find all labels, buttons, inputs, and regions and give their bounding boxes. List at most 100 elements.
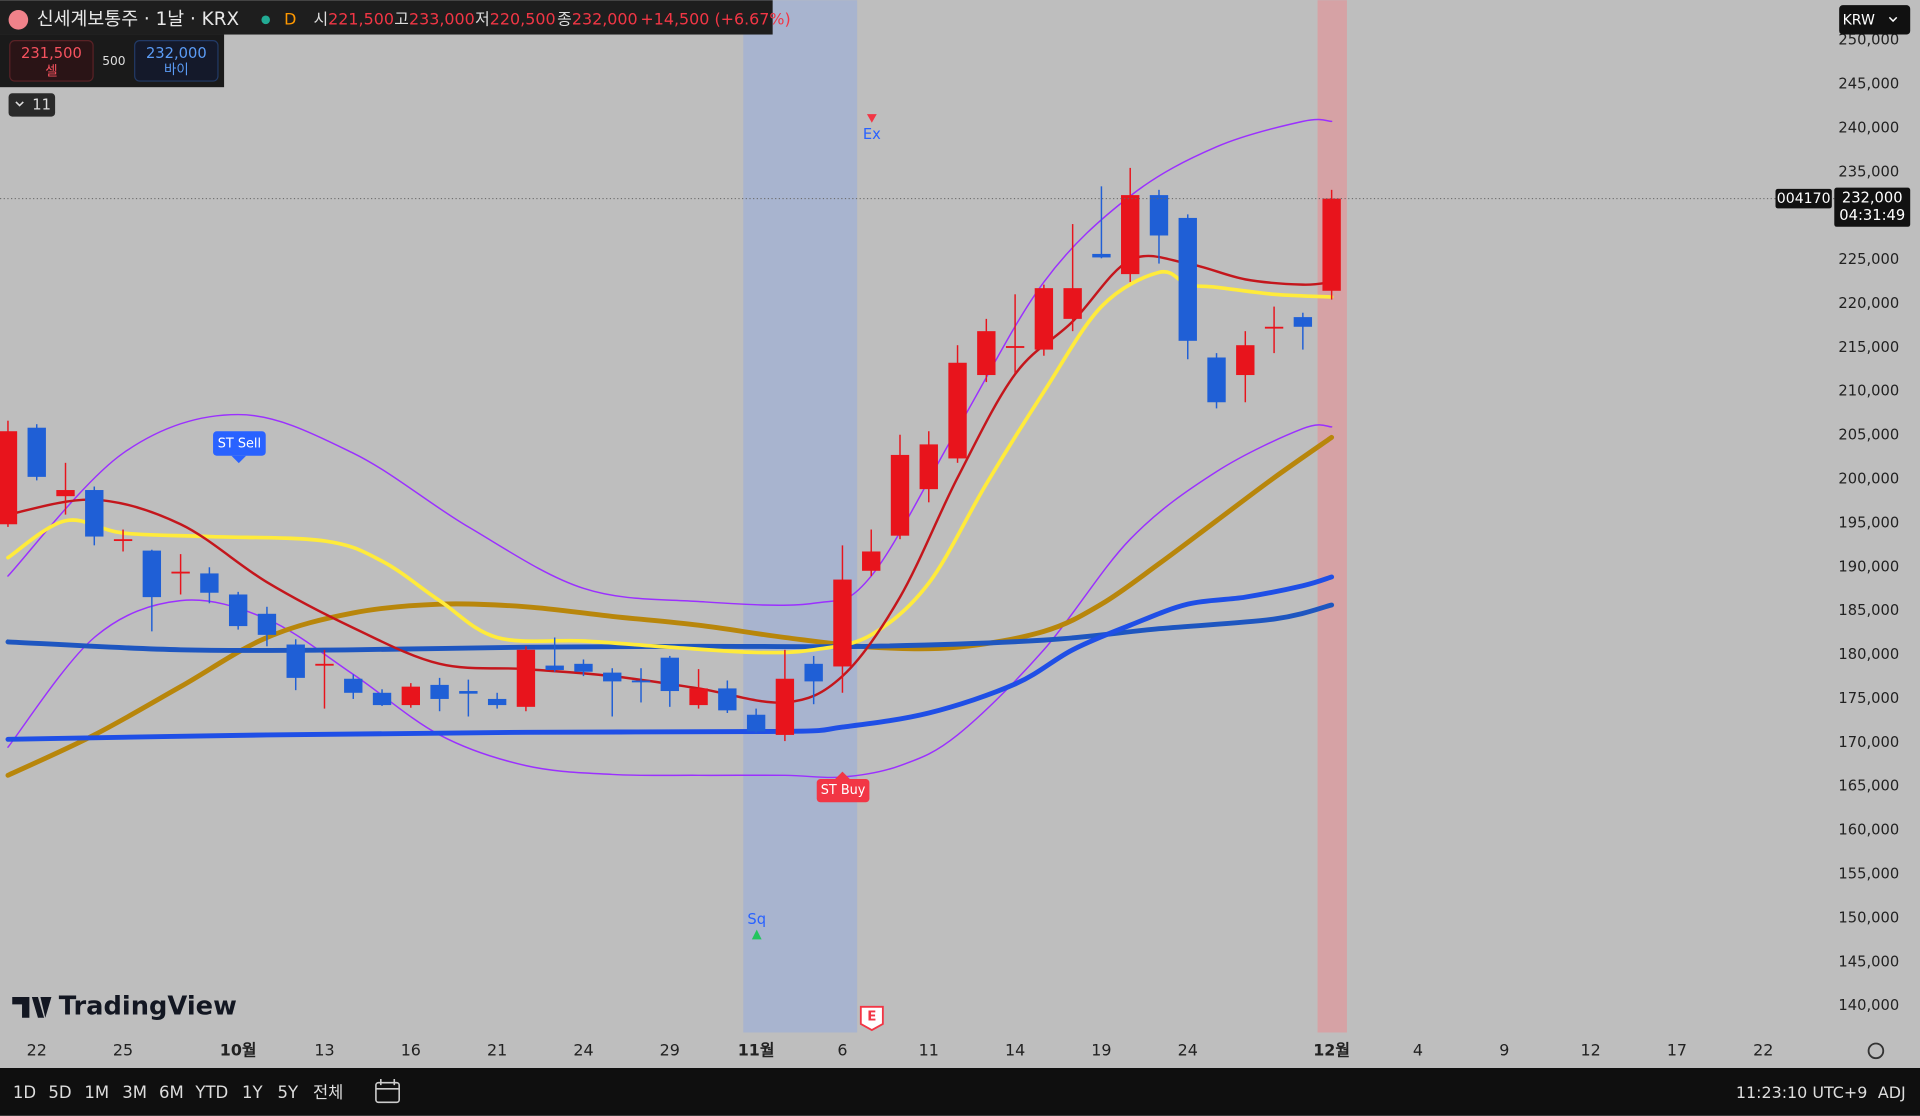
- close-value: 232,000: [572, 9, 638, 28]
- candle-body: [603, 672, 622, 682]
- indicator-line: [5, 434, 1335, 778]
- buy-button[interactable]: [134, 40, 219, 82]
- clock[interactable]: 11:23:10 UTC+9: [1736, 1083, 1867, 1102]
- candle-body: [1264, 326, 1284, 329]
- candle-body: [1149, 195, 1169, 236]
- currency: KRW: [1843, 12, 1875, 28]
- x-tick-label: 12: [1580, 1040, 1600, 1059]
- st-buy-label: ST Buy: [821, 783, 866, 798]
- candle-body: [27, 427, 46, 477]
- candle-body: [459, 691, 478, 694]
- candle-body: [977, 331, 996, 376]
- earnings-marker[interactable]: E: [859, 1005, 884, 1032]
- candle-body: [0, 431, 18, 525]
- candle-body: [142, 550, 162, 598]
- x-tick-label: 25: [113, 1040, 133, 1059]
- sell-button[interactable]: [9, 40, 94, 82]
- squeeze-band: [743, 0, 858, 1033]
- candle-body: [689, 688, 708, 706]
- y-tick-label: 165,000: [1838, 778, 1899, 795]
- adj[interactable]: ADJ: [1878, 1083, 1906, 1102]
- currency-box[interactable]: [1839, 5, 1911, 35]
- buy-label: 바이: [164, 62, 189, 78]
- x-tick-label: 10월: [220, 1040, 257, 1059]
- currency-chevron: [1888, 16, 1898, 23]
- ex-arrow: [866, 114, 877, 123]
- y-tick-label: 210,000: [1838, 383, 1899, 400]
- price-tag-box: [1834, 187, 1911, 227]
- change: +14,500 (+6.67%): [640, 9, 790, 28]
- symbol[interactable]: 신세계보통주 · 1날 · KRX: [37, 9, 239, 30]
- y-tick-label: 205,000: [1838, 427, 1899, 444]
- header-bar: [0, 0, 773, 35]
- candle-body: [948, 362, 967, 459]
- range-button[interactable]: YTD: [194, 1083, 228, 1102]
- logo-text: TradingView: [59, 991, 237, 1021]
- candle-body: [113, 539, 133, 542]
- spread: 500: [102, 54, 125, 68]
- range-button[interactable]: 1M: [84, 1083, 109, 1102]
- range-button[interactable]: 1Y: [242, 1083, 264, 1102]
- price-tag-price: 232,000: [1842, 190, 1903, 207]
- x-tick-label: 24: [573, 1040, 593, 1059]
- y-tick-label: 245,000: [1838, 76, 1899, 93]
- candle-body: [430, 684, 449, 699]
- range-button[interactable]: 5D: [48, 1083, 71, 1102]
- candle-body: [1121, 195, 1140, 275]
- range-button[interactable]: 5Y: [277, 1083, 299, 1102]
- signal-band: [1317, 0, 1347, 1033]
- ex-label: Ex: [863, 126, 881, 143]
- indicator-toggle[interactable]: [8, 93, 56, 117]
- x-tick-label: 12월: [1313, 1040, 1350, 1059]
- candle-body: [171, 571, 190, 574]
- candle-body: [1092, 253, 1111, 258]
- low-value: 220,500: [490, 9, 556, 28]
- open-label: 시: [313, 9, 328, 28]
- y-tick-label: 215,000: [1838, 339, 1899, 356]
- settings-icon[interactable]: [1867, 1042, 1885, 1060]
- buy-price: 232,000: [146, 45, 207, 62]
- x-tick-label: 17: [1667, 1040, 1687, 1059]
- y-tick-label: 220,000: [1838, 295, 1899, 312]
- y-tick-label: 160,000: [1838, 822, 1899, 839]
- candle-body: [487, 698, 507, 706]
- price-tag-countdown: 04:31:49: [1839, 207, 1905, 224]
- candle-body: [257, 613, 277, 635]
- y-tick-label: 185,000: [1838, 602, 1899, 619]
- y-tick-label: 190,000: [1838, 558, 1899, 575]
- candle-body: [1293, 317, 1313, 327]
- calendar-button[interactable]: [375, 1079, 400, 1104]
- x-tick-label: 14: [1005, 1040, 1025, 1059]
- y-tick-label: 140,000: [1838, 997, 1899, 1014]
- indicator-count: 11: [32, 97, 51, 114]
- y-tick-label: 150,000: [1838, 909, 1899, 926]
- y-tick-label: 170,000: [1838, 734, 1899, 751]
- y-tick-label: 235,000: [1838, 163, 1899, 180]
- x-tick-label: 16: [401, 1040, 421, 1059]
- candle-body: [890, 454, 910, 536]
- range-button[interactable]: 전체: [313, 1083, 343, 1102]
- candle-body: [1322, 198, 1341, 291]
- candle-body: [85, 490, 104, 537]
- sq-label: Sq: [747, 911, 766, 928]
- candle-body: [833, 579, 852, 667]
- range-button[interactable]: 6M: [159, 1083, 184, 1102]
- y-tick-label: 240,000: [1838, 119, 1899, 136]
- y-tick-label: 250,000: [1838, 32, 1899, 49]
- candle-body: [631, 680, 651, 683]
- candle-body: [718, 688, 737, 711]
- candle-body: [919, 444, 938, 490]
- candle-body: [545, 665, 564, 670]
- candle-body: [660, 657, 679, 692]
- low-label: 저: [475, 9, 490, 28]
- x-tick-label: 6: [837, 1040, 847, 1059]
- range-button[interactable]: 3M: [122, 1083, 147, 1102]
- range-button[interactable]: 1D: [13, 1083, 36, 1102]
- x-tick-label: 29: [660, 1040, 680, 1059]
- sell-label: 셀: [45, 63, 57, 79]
- x-tick-label: 13: [314, 1040, 334, 1059]
- x-tick-label: 9: [1499, 1040, 1509, 1059]
- y-tick-label: 200,000: [1838, 471, 1899, 488]
